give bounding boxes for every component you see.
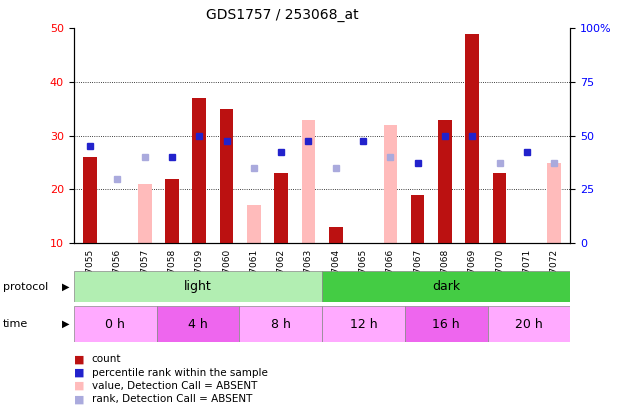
Bar xyxy=(322,306,405,342)
Bar xyxy=(192,98,206,243)
Text: protocol: protocol xyxy=(3,281,49,292)
Bar xyxy=(405,306,488,342)
Bar xyxy=(411,195,424,243)
Bar xyxy=(247,205,261,243)
Bar xyxy=(438,119,452,243)
Bar xyxy=(322,271,570,302)
Bar xyxy=(220,109,233,243)
Bar xyxy=(74,306,156,342)
Bar xyxy=(493,173,506,243)
Text: 12 h: 12 h xyxy=(350,318,378,330)
Bar xyxy=(383,125,397,243)
Bar xyxy=(465,34,479,243)
Text: ▶: ▶ xyxy=(62,281,70,292)
Text: rank, Detection Call = ABSENT: rank, Detection Call = ABSENT xyxy=(92,394,252,405)
Bar xyxy=(138,184,151,243)
Text: 8 h: 8 h xyxy=(271,318,290,330)
Text: ▶: ▶ xyxy=(62,319,70,329)
Text: dark: dark xyxy=(432,280,460,293)
Bar xyxy=(302,119,315,243)
Text: GDS1757 / 253068_at: GDS1757 / 253068_at xyxy=(206,8,359,22)
Bar xyxy=(156,306,239,342)
Text: ■: ■ xyxy=(74,394,84,405)
Text: value, Detection Call = ABSENT: value, Detection Call = ABSENT xyxy=(92,381,257,391)
Bar xyxy=(165,179,179,243)
Text: 20 h: 20 h xyxy=(515,318,543,330)
Text: 0 h: 0 h xyxy=(105,318,125,330)
Text: ■: ■ xyxy=(74,381,84,391)
Text: 16 h: 16 h xyxy=(433,318,460,330)
Bar xyxy=(274,173,288,243)
Text: 4 h: 4 h xyxy=(188,318,208,330)
Bar xyxy=(83,157,97,243)
Text: ■: ■ xyxy=(74,354,84,364)
Bar xyxy=(239,306,322,342)
Text: light: light xyxy=(184,280,212,293)
Text: count: count xyxy=(92,354,121,364)
Text: percentile rank within the sample: percentile rank within the sample xyxy=(92,368,267,378)
Text: ■: ■ xyxy=(74,368,84,378)
Bar xyxy=(329,227,342,243)
Text: time: time xyxy=(3,319,28,329)
Bar xyxy=(547,162,561,243)
Bar xyxy=(74,271,322,302)
Bar xyxy=(488,306,570,342)
